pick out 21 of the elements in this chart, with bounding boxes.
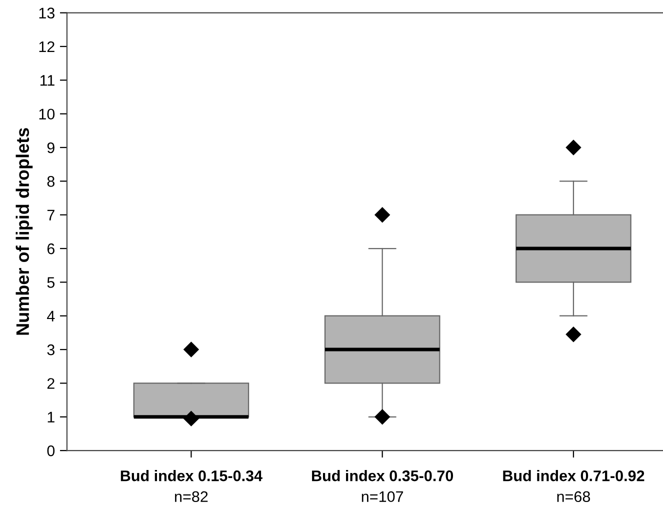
y-tick-label: 1 [48, 412, 54, 422]
y-tick-label: 5 [47, 277, 55, 288]
y-tick-label: 12 [39, 41, 54, 52]
y-tick-label: 0 [47, 445, 55, 456]
text: n=107 [362, 491, 404, 502]
y-tick-label: 4 [47, 310, 55, 322]
y-tick-label: 2 [47, 378, 54, 389]
x-tick-label: Bud index 0.35-0.70 [312, 470, 454, 482]
x-tick-label: Bud index 0.15-0.34 [120, 470, 262, 482]
y-tick-label: 9 [47, 142, 54, 154]
x-tick-label: Bud index 0.71-0.92 [503, 470, 644, 482]
y-tick-label: 10 [39, 108, 55, 120]
text: n=82 [175, 491, 208, 502]
y-tick-label: 7 [47, 210, 54, 220]
y-axis-title: Number of lipid droplets [16, 128, 33, 335]
text: n=68 [557, 491, 590, 502]
y-tick-label: 11 [40, 75, 54, 86]
y-tick-label: 6 [47, 243, 54, 254]
y-tick-label: 13 [39, 8, 54, 18]
y-tick-label: 3 [47, 344, 54, 356]
y-tick-label: 8 [47, 176, 54, 187]
